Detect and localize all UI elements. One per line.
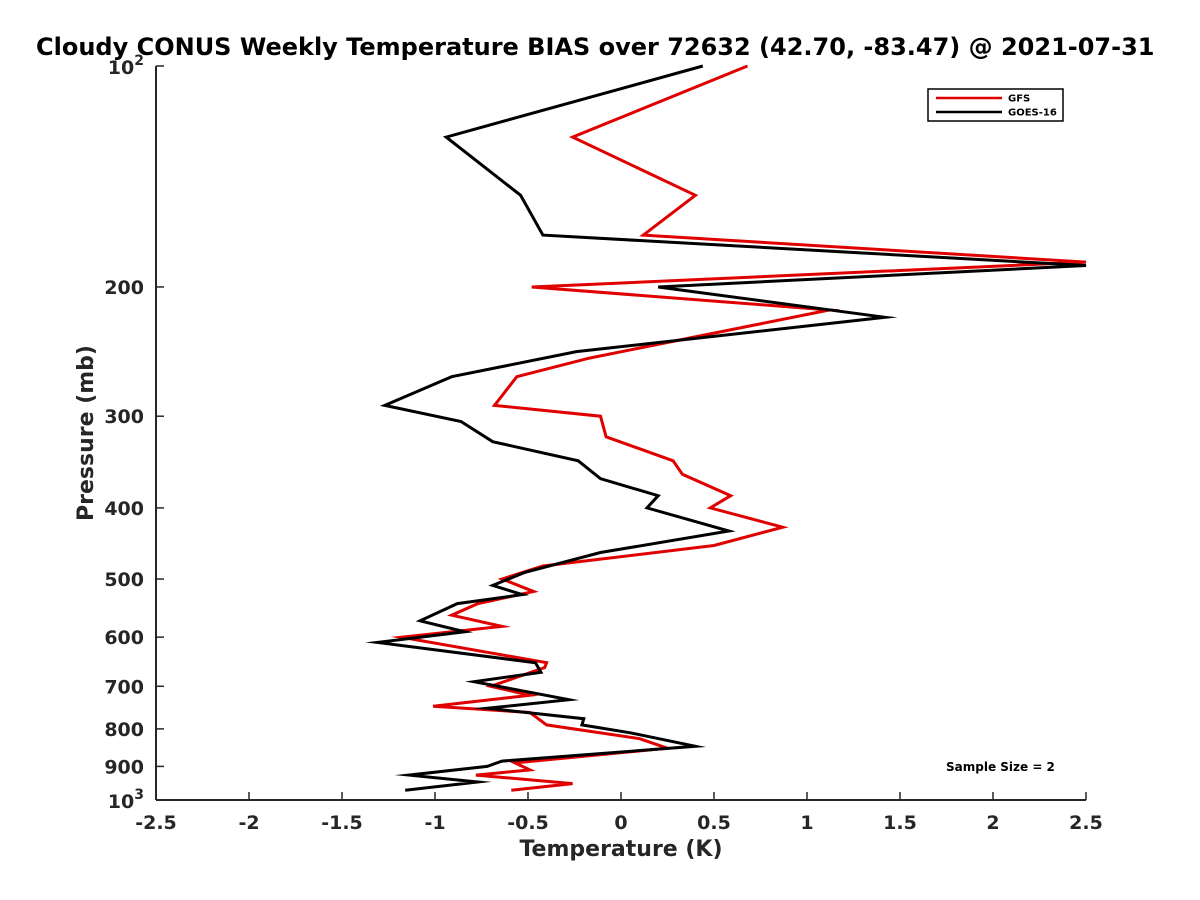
x-tick-label: 1.5 [883, 812, 917, 834]
legend-label: GFS [1008, 94, 1030, 105]
series-lines [365, 64, 1087, 792]
legend-label: GOES-16 [1008, 108, 1057, 119]
chart-title: Cloudy CONUS Weekly Temperature BIAS ove… [36, 33, 1154, 61]
y-tick-base: 10 [108, 57, 134, 79]
x-tick-label: 2.5 [1069, 812, 1103, 834]
y-tick-label: 800 [104, 719, 144, 741]
x-tick-label: 1 [800, 812, 813, 834]
x-tick-label: 0.5 [697, 812, 731, 834]
series-line-goes-16 [365, 64, 1087, 792]
y-tick-exponent: 2 [134, 53, 144, 69]
x-ticks: -2.5 -2 -1.5 -1 -0.5 0 0.5 1 1.5 2 2.5 [135, 792, 1103, 834]
x-tick-label: -1.5 [321, 812, 363, 834]
y-tick-power-label: 103 [108, 787, 144, 813]
legend-box [927, 88, 1064, 122]
y-tick-exponent: 3 [134, 787, 144, 803]
y-tick-base: 10 [108, 791, 134, 813]
y-tick-label: 900 [104, 756, 144, 778]
legend: GFS GOES-16 [927, 88, 1064, 122]
x-tick-label: 2 [986, 812, 999, 834]
y-tick-label: 600 [104, 627, 144, 649]
y-tick-label: 500 [104, 569, 144, 591]
y-tick-label: 400 [104, 498, 144, 520]
x-tick-label: -0.5 [507, 812, 549, 834]
x-tick-label: 0 [614, 812, 627, 834]
y-tick-label: 300 [104, 406, 144, 428]
series-line-gfs [390, 64, 1087, 792]
x-axis-label: Temperature (K) [519, 837, 722, 862]
x-tick-label: -2 [238, 812, 259, 834]
x-tick-label: -1 [424, 812, 445, 834]
y-tick-power-label: 102 [108, 53, 144, 79]
y-tick-label: 200 [104, 277, 144, 299]
x-tick-label: -2.5 [135, 812, 177, 834]
sample-size-annotation: Sample Size = 2 [946, 760, 1055, 774]
y-tick-label: 700 [104, 676, 144, 698]
y-axis-label: Pressure (mb) [74, 345, 99, 521]
plot-area: -2.5 -2 -1.5 -1 -0.5 0 0.5 1 1.5 2 2.5 200 300 400 50… [104, 53, 1103, 834]
